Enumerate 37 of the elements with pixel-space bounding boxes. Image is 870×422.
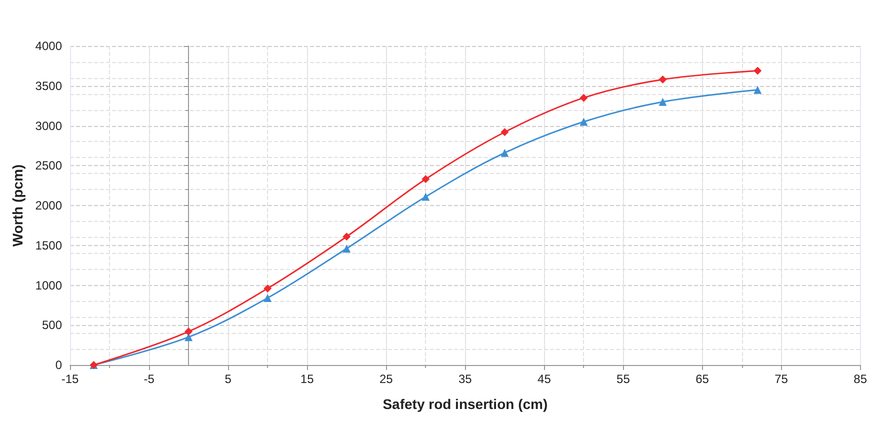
y-tick-label: 3500 <box>35 78 62 93</box>
point <box>422 192 430 201</box>
point <box>422 175 430 184</box>
x-tick-label: 85 <box>854 372 868 386</box>
x-tick-label: -5 <box>144 372 155 386</box>
x-tick-label: 45 <box>538 372 552 386</box>
point <box>658 75 667 84</box>
point <box>754 86 762 94</box>
point <box>500 148 509 157</box>
point <box>500 128 509 136</box>
point <box>580 94 588 102</box>
point <box>184 328 193 336</box>
point <box>754 66 762 75</box>
x-tick-label: 5 <box>224 372 232 386</box>
x-tick-label: 35 <box>458 372 472 386</box>
point <box>342 232 351 241</box>
y-tick-label: 0 <box>55 358 62 372</box>
x-tick-label: 65 <box>696 372 710 386</box>
y-axis-title: Worth (pcm) <box>9 164 26 247</box>
y-tick-label: 1500 <box>35 238 62 252</box>
y-tick-label: 2000 <box>35 198 62 212</box>
y-tick-label: 3000 <box>35 118 62 133</box>
y-tick-label: 1000 <box>35 278 62 292</box>
point <box>342 244 351 253</box>
y-tick-label: 2500 <box>35 158 62 173</box>
x-tick-label: 75 <box>774 372 788 386</box>
x-tick-label: 25 <box>379 372 394 386</box>
point <box>264 284 272 292</box>
x-tick-label: 15 <box>300 372 314 386</box>
point <box>580 118 588 126</box>
point <box>264 294 272 302</box>
x-tick-label: 55 <box>616 372 630 386</box>
point <box>658 98 667 106</box>
y-tick-label: 500 <box>42 318 62 332</box>
x-tick-label: -15 <box>61 372 79 386</box>
x-axis-title: Safety rod insertion (cm) <box>382 396 548 412</box>
y-tick-label: 4000 <box>35 39 62 53</box>
